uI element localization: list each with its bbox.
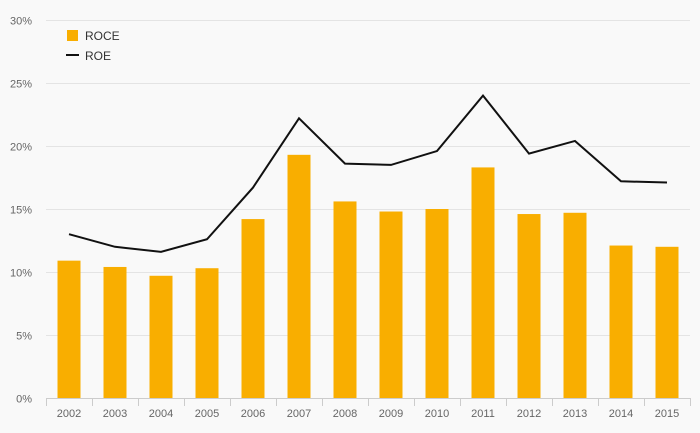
roe-line (68, 94, 668, 253)
x-tick-label: 2004 (149, 408, 173, 420)
roce-bar (471, 167, 495, 398)
x-axis: 2002 2003 2004 2005 2006 2007 2008 2009 2010 2011… (46, 398, 691, 420)
roce-bars (57, 154, 679, 398)
roce-bar (195, 268, 219, 398)
y-tick-label: 20% (10, 142, 32, 154)
roce-bar (609, 245, 633, 398)
y-tick-label: 25% (10, 79, 32, 91)
x-tick-label: 2014 (609, 408, 633, 420)
y-tick-label: 15% (10, 205, 32, 217)
x-tick-label: 2013 (563, 408, 587, 420)
x-tick-label: 2008 (333, 408, 357, 420)
x-tick-label: 2015 (655, 408, 679, 420)
y-tick-label: 5% (16, 331, 32, 343)
roce-bar (57, 260, 81, 398)
roce-bar (517, 214, 541, 398)
roce-bar (149, 275, 173, 398)
x-tick-label: 2002 (57, 408, 81, 420)
roce-bar (379, 211, 403, 398)
roce-bar (563, 212, 587, 398)
gridlines (46, 20, 690, 336)
roe-line-layer (68, 94, 668, 253)
roce-bar (425, 209, 449, 398)
roce-bar (241, 219, 265, 398)
x-tick-label: 2003 (103, 408, 127, 420)
legend: ROCE ROE (66, 29, 120, 63)
legend-label-roce: ROCE (85, 29, 120, 43)
x-tick-label: 2005 (195, 408, 219, 420)
legend-label-roe: ROE (85, 49, 111, 63)
roce-bar (333, 201, 357, 398)
roce-bar (103, 266, 127, 398)
y-tick-label: 0% (16, 394, 32, 406)
x-tick-label: 2007 (287, 408, 311, 420)
x-tick-label: 2011 (471, 408, 495, 420)
x-tick-label: 2012 (517, 408, 541, 420)
legend-swatch-roce (67, 30, 78, 41)
roce-bar (287, 154, 311, 398)
x-tick-label: 2006 (241, 408, 265, 420)
y-axis-ticks: 0% 5% 10% 15% 20% 25% 30% (10, 16, 32, 406)
x-tick-label: 2010 (425, 408, 449, 420)
y-tick-label: 10% (10, 268, 32, 280)
y-tick-label: 30% (10, 16, 32, 28)
x-tick-label: 2009 (379, 408, 403, 420)
roce-bar (655, 246, 679, 398)
